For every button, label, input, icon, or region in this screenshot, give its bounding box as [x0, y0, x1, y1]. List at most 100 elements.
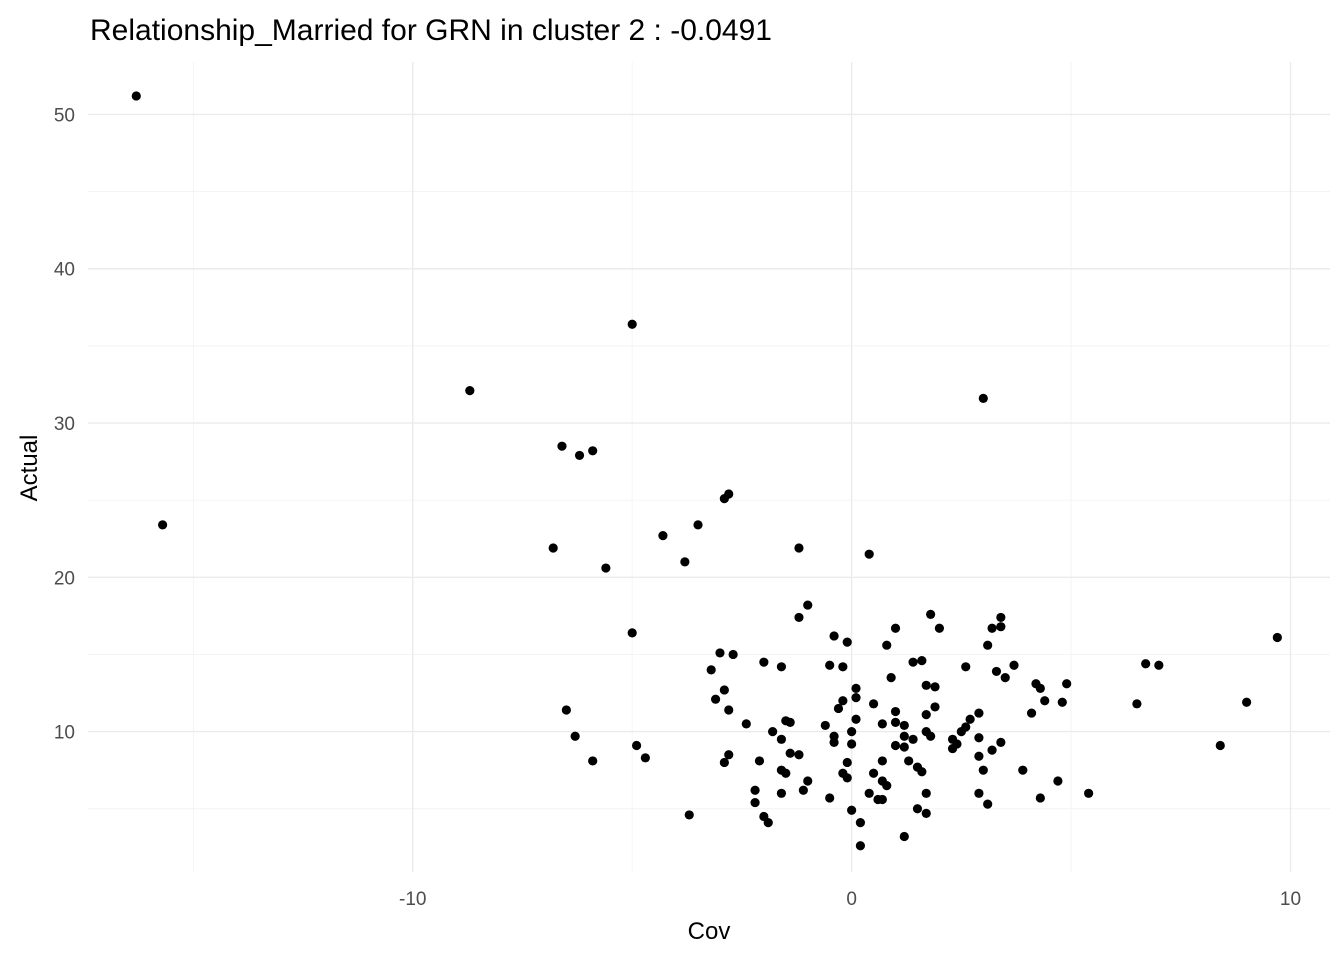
data-point [965, 714, 975, 724]
data-point [974, 788, 984, 798]
data-point [570, 731, 580, 741]
data-point [934, 623, 945, 633]
data-point [930, 682, 940, 692]
data-point [908, 657, 918, 667]
data-point [658, 531, 668, 541]
y-tick-label: 10 [54, 723, 75, 744]
data-point [803, 600, 813, 610]
data-point [627, 628, 637, 638]
data-point [640, 753, 650, 763]
data-point [926, 609, 936, 619]
data-point [750, 785, 760, 795]
data-point [899, 731, 909, 741]
data-point [1018, 765, 1028, 775]
data-point [978, 765, 988, 775]
data-point [899, 742, 909, 752]
data-point [978, 393, 988, 403]
data-point [627, 319, 637, 329]
y-tick-label: 20 [54, 568, 75, 589]
grid-layer [88, 62, 1330, 872]
data-point [996, 612, 1006, 623]
data-point [588, 756, 598, 766]
data-point [724, 705, 734, 715]
data-point [868, 768, 879, 778]
data-point [715, 648, 725, 658]
data-point [1035, 683, 1045, 694]
data-point [886, 673, 896, 683]
y-tick-label: 40 [54, 260, 75, 281]
x-tick-label: 0 [846, 889, 857, 910]
data-point [719, 494, 729, 504]
data-point [1009, 660, 1019, 670]
data-point [1000, 673, 1010, 683]
data-point [829, 631, 839, 641]
data-point [899, 831, 909, 842]
data-point [794, 750, 804, 760]
data-point [921, 788, 931, 798]
x-tick-label: -10 [399, 889, 426, 910]
data-point [465, 386, 475, 396]
data-point [847, 727, 857, 737]
data-point [974, 708, 984, 718]
axis-layer: -10 0 10 10 20 30 40 50 [54, 105, 1301, 910]
data-point [838, 696, 848, 706]
data-point [1057, 697, 1067, 707]
data-point [838, 662, 848, 672]
data-point [987, 623, 997, 633]
data-point [917, 767, 927, 777]
data-point [1154, 660, 1164, 670]
data-point [588, 446, 598, 456]
data-point [794, 543, 804, 553]
data-point [820, 720, 830, 731]
data-point [825, 660, 835, 670]
data-point [829, 737, 839, 748]
data-point [877, 719, 887, 729]
data-point [877, 756, 887, 766]
data-point [930, 702, 940, 712]
data-point [842, 773, 852, 783]
data-point [890, 706, 901, 717]
data-point [768, 727, 778, 737]
data-point [855, 818, 866, 828]
data-point [1084, 788, 1094, 798]
data-point [956, 727, 966, 737]
data-point [947, 743, 958, 754]
data-point [798, 785, 808, 795]
data-point [724, 750, 734, 760]
data-point [851, 714, 861, 724]
data-point [974, 733, 984, 743]
data-point [847, 739, 857, 749]
data-point [882, 640, 892, 650]
data-point [921, 680, 931, 690]
data-point [710, 694, 721, 704]
y-axis-title: Actual [16, 435, 43, 502]
data-point [1215, 740, 1225, 751]
data-point [864, 549, 874, 559]
data-point [890, 717, 901, 727]
data-point [847, 805, 857, 815]
data-point [763, 818, 773, 828]
data-point [877, 794, 887, 805]
data-point [785, 748, 795, 758]
x-tick-label: 10 [1280, 889, 1301, 910]
data-point [1035, 793, 1045, 803]
points-layer [131, 91, 1282, 851]
data-point [851, 693, 861, 703]
data-point [908, 734, 918, 744]
data-point [1242, 697, 1252, 707]
data-point [728, 649, 738, 660]
data-point [842, 757, 852, 768]
data-point [921, 710, 931, 720]
data-point [803, 776, 813, 786]
data-point [781, 768, 791, 778]
data-point [158, 520, 168, 530]
data-point [561, 705, 571, 715]
data-point [548, 543, 558, 553]
data-point [912, 804, 923, 814]
data-point [825, 793, 835, 803]
data-point [131, 91, 141, 101]
data-point [991, 666, 1002, 677]
data-point [899, 720, 909, 731]
data-point [776, 662, 787, 672]
data-point [684, 810, 694, 820]
